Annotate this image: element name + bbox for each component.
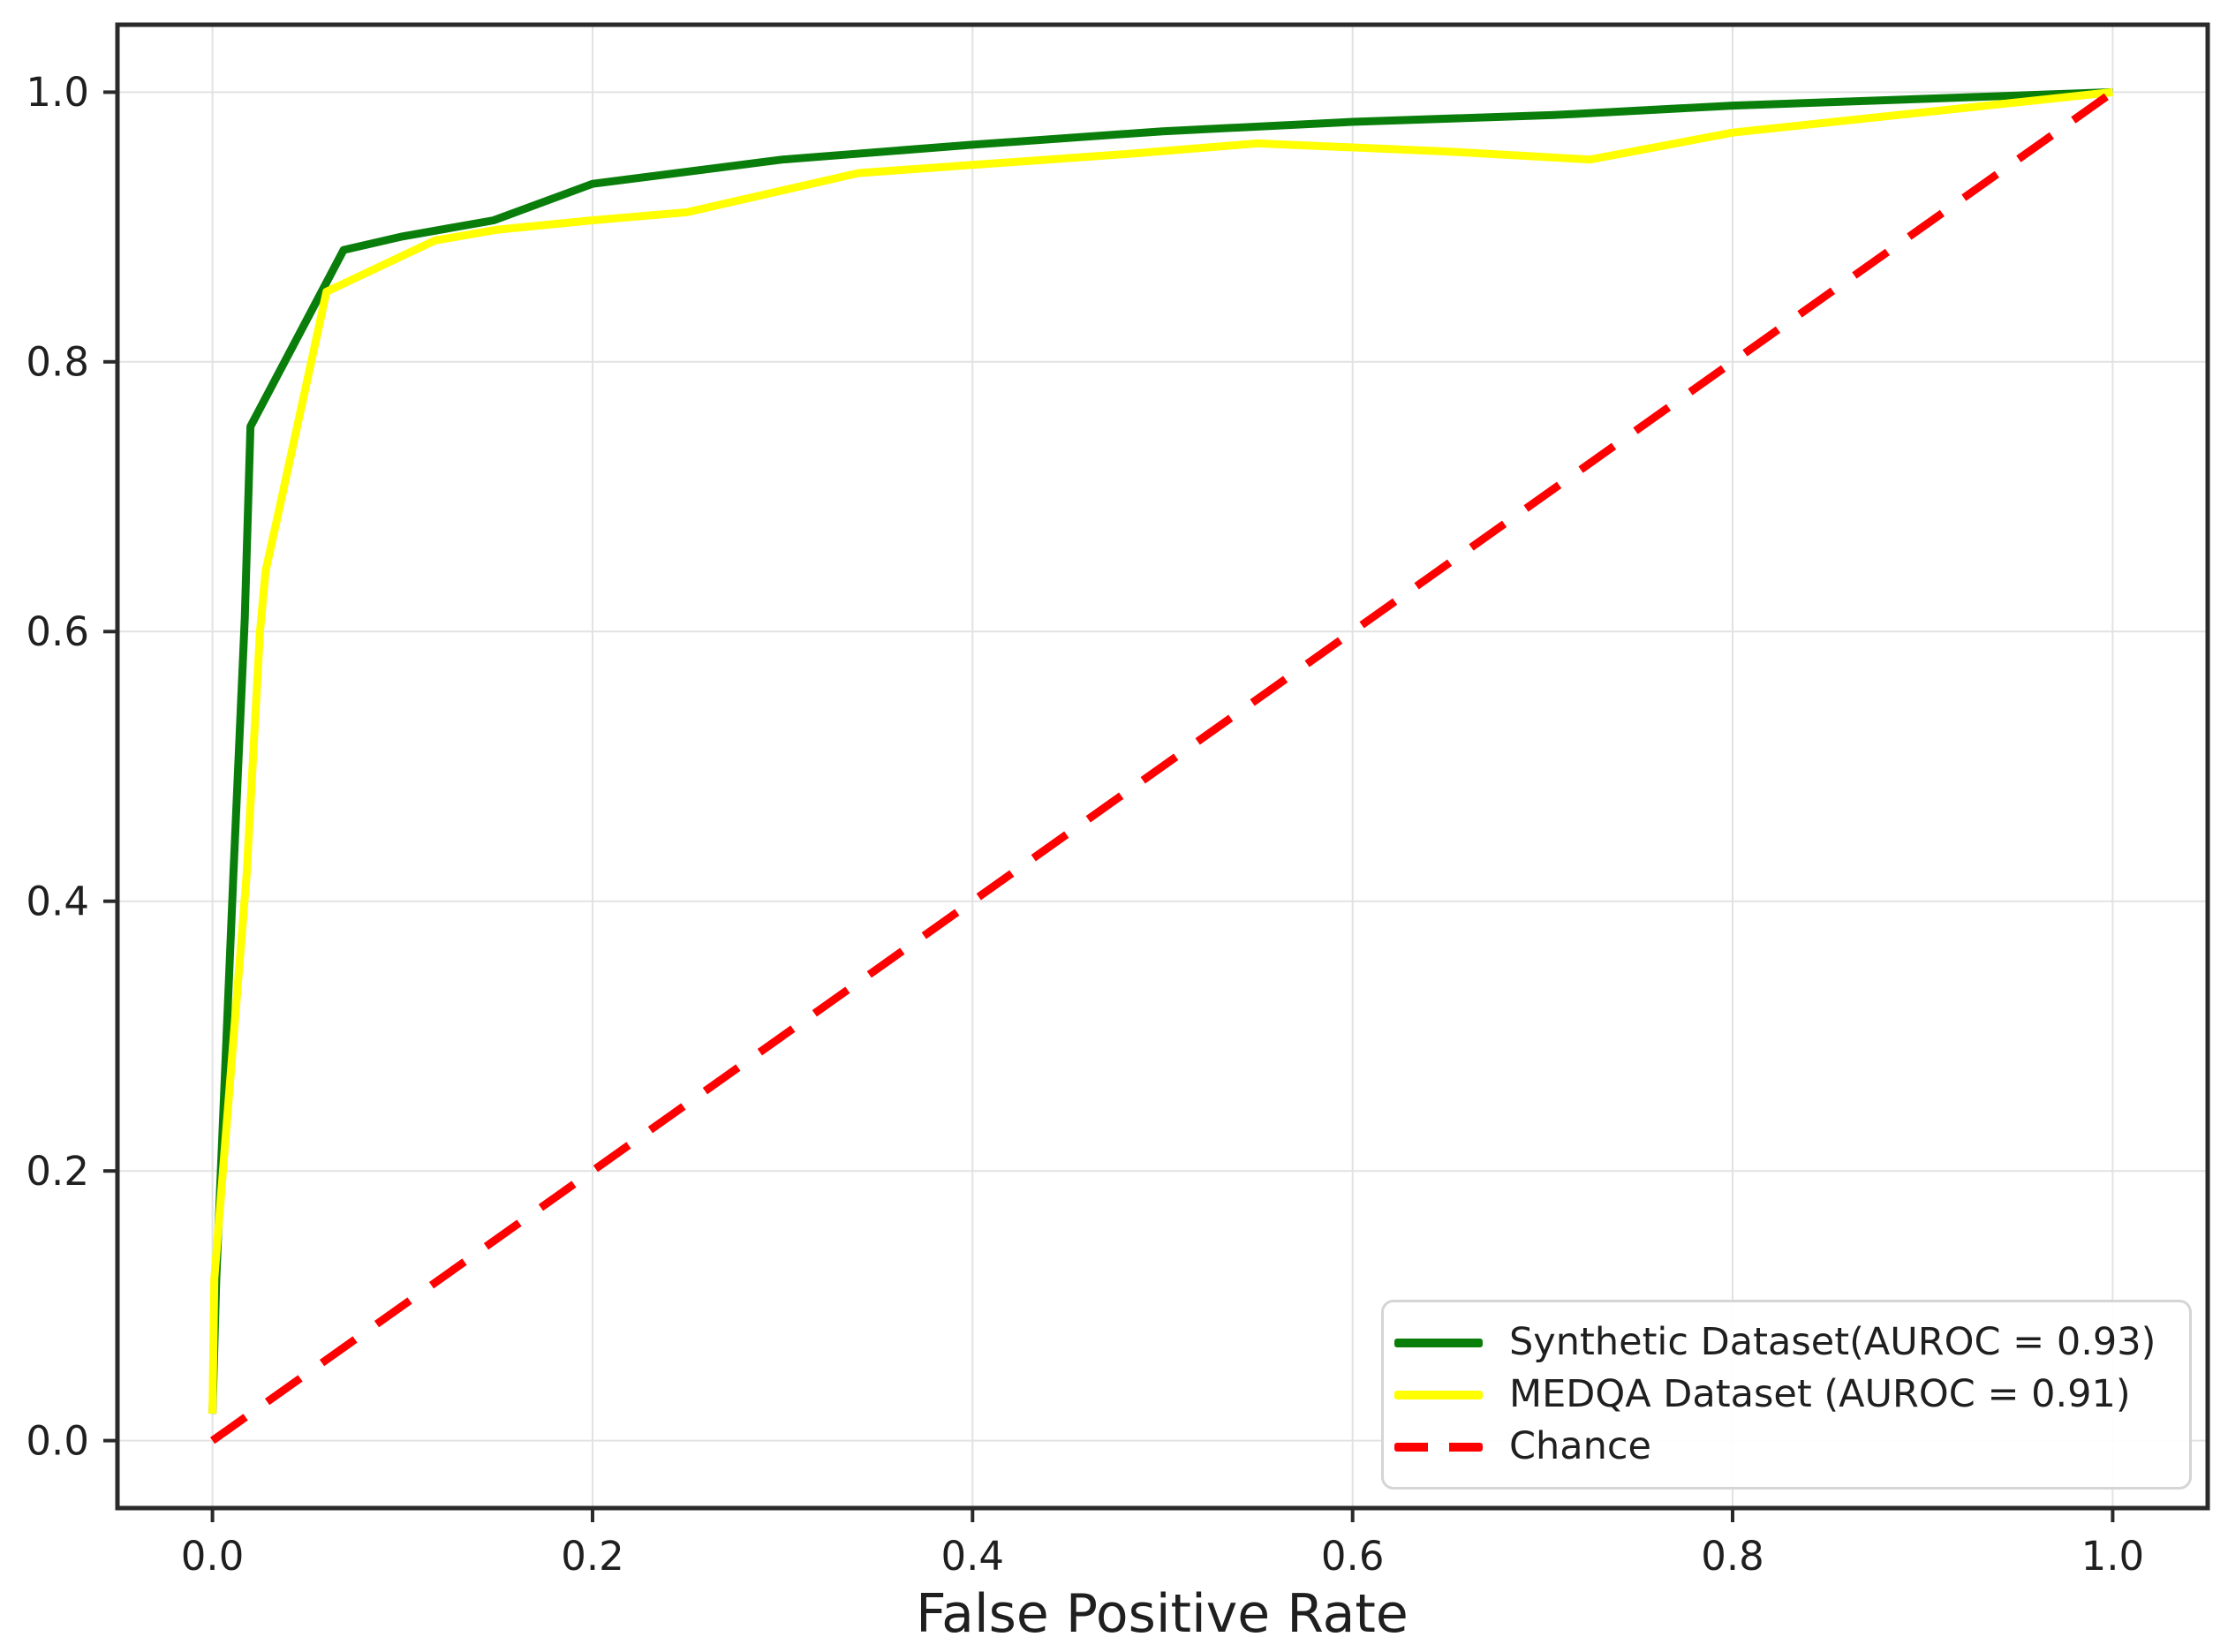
legend-line-chance — [1394, 1442, 1483, 1452]
series-layer — [208, 87, 2116, 1445]
x-axis-title: False Positive Rate — [916, 1583, 1409, 1645]
y-tick-label: 0.2 — [26, 1148, 89, 1195]
y-tick-label: 0.8 — [26, 339, 89, 386]
series-line-2 — [209, 88, 2116, 1445]
x-tick-label: 0.0 — [181, 1533, 245, 1580]
x-tick-label: 1.0 — [2081, 1533, 2145, 1580]
plot-spines — [115, 22, 2210, 1511]
legend-label-synthetic: Synthetic Dataset(AUROC = 0.93) — [1509, 1320, 2156, 1364]
legend-item-chance: Chance — [1394, 1428, 2180, 1466]
y-tick-label: 1.0 — [26, 69, 89, 116]
x-tick-label: 0.8 — [1701, 1533, 1764, 1580]
y-tick-label: 0.6 — [26, 608, 89, 655]
legend-item-medqa: MEDQA Dataset (AUROC = 0.91) — [1394, 1376, 2180, 1414]
x-tick-label: 0.2 — [561, 1533, 624, 1580]
y-tick-label: 0.4 — [26, 878, 89, 924]
legend: Synthetic Dataset(AUROC = 0.93) MEDQA Da… — [1381, 1300, 2192, 1490]
x-tick-label: 0.6 — [1321, 1533, 1385, 1580]
x-tick-label: 0.4 — [941, 1533, 1005, 1580]
legend-label-medqa: MEDQA Dataset (AUROC = 0.91) — [1509, 1372, 2131, 1416]
axes-layer: 0.0 0.2 0.4 0.6 0.8 1.0 0.0 0.2 0.4 0.6 0.8 1.0 — [26, 22, 2210, 1580]
legend-line-synthetic — [1394, 1338, 1483, 1347]
legend-line-medqa — [1394, 1390, 1483, 1399]
legend-item-synthetic: Synthetic Dataset(AUROC = 0.93) — [1394, 1324, 2180, 1362]
series-line-0 — [208, 87, 2113, 1414]
y-tick-label: 0.0 — [26, 1417, 89, 1464]
grid-layer — [117, 25, 2208, 1508]
legend-label-chance: Chance — [1509, 1424, 1651, 1468]
series-line-1 — [208, 87, 2113, 1414]
